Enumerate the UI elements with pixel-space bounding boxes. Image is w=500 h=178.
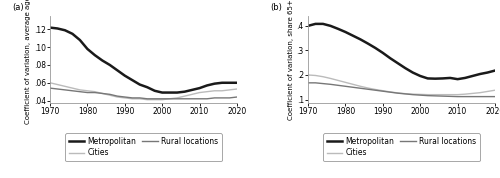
Y-axis label: Coefficient of variation, share 65+: Coefficient of variation, share 65+ [288, 0, 294, 120]
Text: (a): (a) [12, 3, 24, 12]
Legend: Metropolitan, Cities, Rural locations: Metropolitan, Cities, Rural locations [66, 133, 222, 161]
Text: (b): (b) [270, 3, 282, 12]
Y-axis label: Coefficient of variation, average age: Coefficient of variation, average age [25, 0, 31, 124]
Legend: Metropolitan, Cities, Rural locations: Metropolitan, Cities, Rural locations [324, 133, 480, 161]
